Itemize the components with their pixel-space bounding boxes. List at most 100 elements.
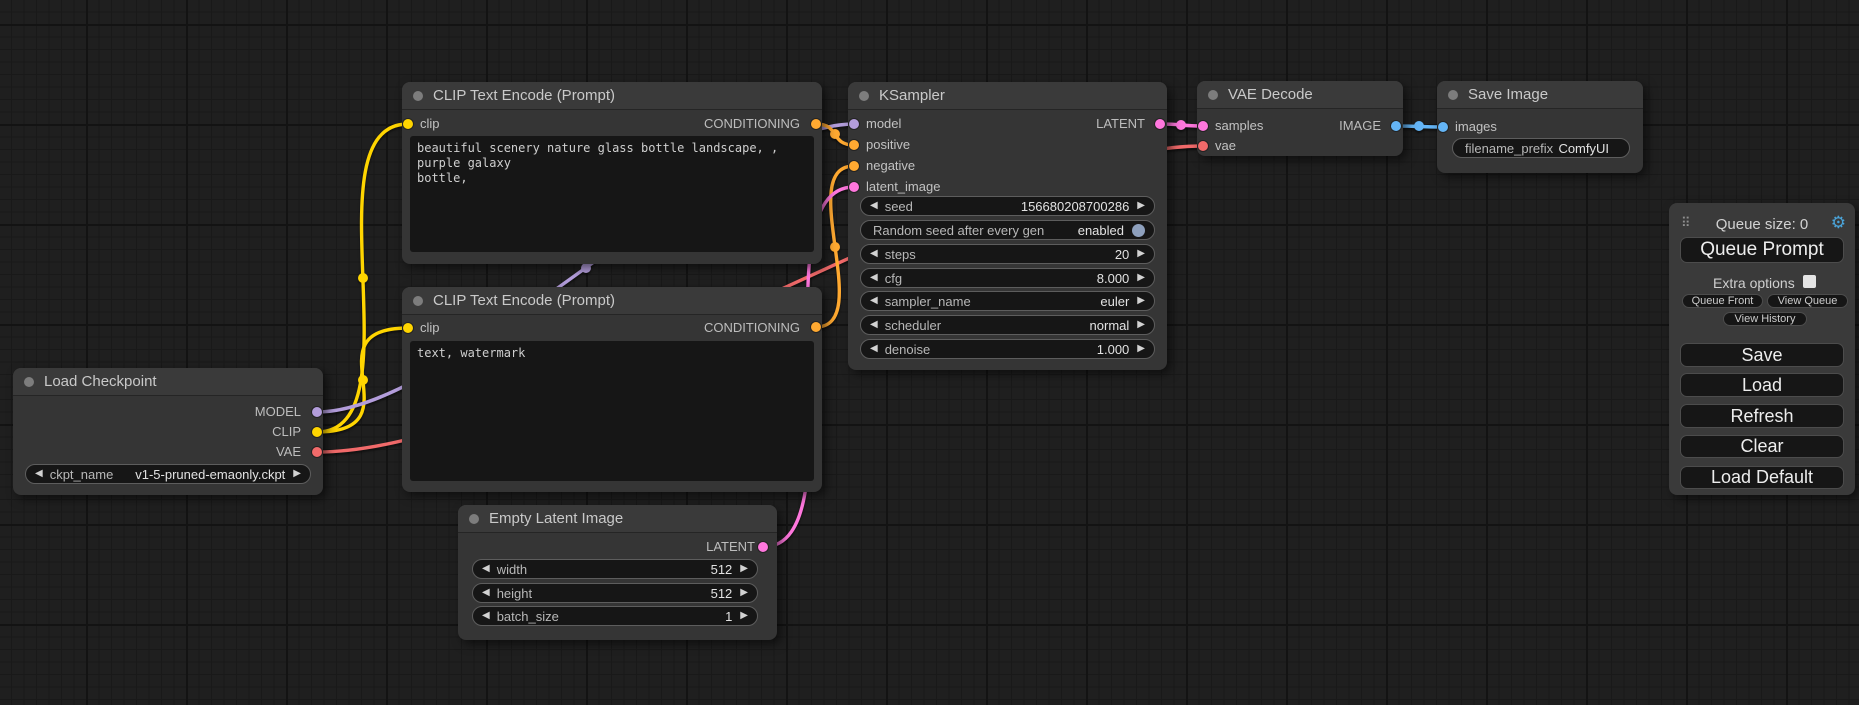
collapse-dot-icon[interactable] (469, 513, 479, 524)
queue-panel[interactable]: ⠿ Queue size: 0 ⚙ Queue Prompt Extra opt… (1669, 203, 1855, 495)
widget-scheduler[interactable]: ◀ scheduler normal ▶ (860, 315, 1155, 335)
prompt-textarea[interactable]: text, watermark (410, 341, 814, 481)
input-port-samples[interactable] (1198, 121, 1208, 131)
view-history-button[interactable]: View History (1723, 312, 1807, 326)
link-dot (1176, 120, 1186, 130)
increment-arrow-icon[interactable]: ▶ (1137, 272, 1145, 283)
widget-value[interactable]: 8.000 (1096, 270, 1130, 286)
increment-arrow-icon[interactable]: ▶ (1137, 343, 1145, 354)
input-port-model[interactable] (849, 119, 859, 129)
widget-denoise[interactable]: ◀ denoise 1.000 ▶ (860, 339, 1155, 359)
input-port-clip[interactable] (403, 323, 413, 333)
drag-handle-icon[interactable]: ⠿ (1681, 215, 1691, 230)
increment-arrow-icon[interactable]: ▶ (1137, 248, 1145, 259)
input-port-images[interactable] (1438, 122, 1448, 132)
output-port-latent[interactable] (758, 542, 768, 552)
widget-value[interactable]: euler (1100, 293, 1130, 309)
output-port-latent[interactable] (1155, 119, 1165, 129)
decrement-arrow-icon[interactable]: ◀ (482, 610, 490, 621)
widget-width[interactable]: ◀ width 512 ▶ (472, 559, 758, 579)
output-port-clip[interactable] (312, 427, 322, 437)
widget-batch-size[interactable]: ◀ batch_size 1 ▶ (472, 606, 758, 626)
extra-options-checkbox[interactable] (1803, 275, 1816, 288)
node-clip-text-encode-negative[interactable]: CLIP Text Encode (Prompt) clip CONDITION… (402, 287, 822, 492)
decrement-arrow-icon[interactable]: ◀ (482, 563, 490, 574)
decrement-arrow-icon[interactable]: ◀ (870, 343, 878, 354)
widget-value[interactable]: normal (1089, 317, 1130, 333)
input-port-negative[interactable] (849, 161, 859, 171)
widget-steps[interactable]: ◀ steps 20 ▶ (860, 244, 1155, 264)
node-save-image[interactable]: Save Image images filename_prefix ComfyU… (1437, 81, 1643, 173)
link-dot (358, 375, 368, 385)
increment-arrow-icon[interactable]: ▶ (740, 587, 748, 598)
output-port-model[interactable] (312, 407, 322, 417)
queue-front-button[interactable]: Queue Front (1682, 294, 1763, 308)
node-title-bar[interactable]: Load Checkpoint (13, 368, 323, 396)
increment-arrow-icon[interactable]: ▶ (1137, 200, 1145, 211)
view-queue-button[interactable]: View Queue (1767, 294, 1848, 308)
node-title-bar[interactable]: Empty Latent Image (458, 505, 777, 533)
widget-value[interactable]: 20 (1114, 246, 1130, 262)
decrement-arrow-icon[interactable]: ◀ (482, 587, 490, 598)
node-title-bar[interactable]: KSampler (848, 82, 1167, 110)
collapse-dot-icon[interactable] (24, 376, 34, 387)
node-title-bar[interactable]: Save Image (1437, 81, 1643, 109)
output-port-vae[interactable] (312, 447, 322, 457)
node-load-checkpoint[interactable]: Load Checkpoint MODEL CLIP VAE ◀ ckpt_na… (13, 368, 323, 495)
widget-height[interactable]: ◀ height 512 ▶ (472, 583, 758, 603)
widget-random-seed-toggle[interactable]: Random seed after every gen enabled (860, 220, 1155, 240)
widget-value[interactable]: 512 (710, 585, 733, 601)
load-default-button[interactable]: Load Default (1680, 466, 1844, 489)
widget-value[interactable]: 1 (725, 608, 733, 624)
widget-value[interactable]: 156680208700286 (1020, 198, 1130, 214)
input-port-latent-image[interactable] (849, 182, 859, 192)
node-vae-decode[interactable]: VAE Decode samples vae IMAGE (1197, 81, 1403, 156)
toggle-on-icon[interactable] (1132, 223, 1145, 237)
node-title-bar[interactable]: CLIP Text Encode (Prompt) (402, 287, 822, 315)
queue-prompt-button[interactable]: Queue Prompt (1680, 237, 1844, 263)
decrement-arrow-icon[interactable]: ◀ (870, 319, 878, 330)
prompt-textarea[interactable]: beautiful scenery nature glass bottle la… (410, 136, 814, 252)
clear-button[interactable]: Clear (1680, 435, 1844, 458)
widget-value[interactable]: v1-5-pruned-emaonly.ckpt (135, 466, 286, 482)
collapse-dot-icon[interactable] (413, 295, 423, 306)
node-clip-text-encode-positive[interactable]: CLIP Text Encode (Prompt) clip CONDITION… (402, 82, 822, 264)
collapse-dot-icon[interactable] (859, 90, 869, 101)
output-port-image[interactable] (1391, 121, 1401, 131)
save-button[interactable]: Save (1680, 343, 1844, 367)
widget-value[interactable]: 512 (710, 561, 733, 577)
collapse-dot-icon[interactable] (1208, 89, 1218, 100)
input-port-positive[interactable] (849, 140, 859, 150)
increment-arrow-icon[interactable]: ▶ (740, 563, 748, 574)
output-port-conditioning[interactable] (811, 119, 821, 129)
input-port-clip[interactable] (403, 119, 413, 129)
widget-value[interactable]: ComfyUI (1558, 140, 1609, 156)
collapse-dot-icon[interactable] (413, 90, 423, 101)
widget-sampler-name[interactable]: ◀ sampler_name euler ▶ (860, 291, 1155, 311)
widget-filename-prefix[interactable]: filename_prefix ComfyUI (1452, 138, 1630, 158)
decrement-arrow-icon[interactable]: ◀ (35, 468, 43, 479)
widget-seed[interactable]: ◀ seed 156680208700286 ▶ (860, 196, 1155, 216)
decrement-arrow-icon[interactable]: ◀ (870, 295, 878, 306)
input-port-vae[interactable] (1198, 141, 1208, 151)
node-title-bar[interactable]: VAE Decode (1197, 81, 1403, 109)
gear-icon[interactable]: ⚙ (1830, 213, 1846, 232)
widget-ckpt-name[interactable]: ◀ ckpt_name v1-5-pruned-emaonly.ckpt ▶ (25, 464, 311, 484)
node-title-bar[interactable]: CLIP Text Encode (Prompt) (402, 82, 822, 110)
node-empty-latent-image[interactable]: Empty Latent Image LATENT ◀ width 512 ▶ … (458, 505, 777, 640)
widget-cfg[interactable]: ◀ cfg 8.000 ▶ (860, 268, 1155, 288)
decrement-arrow-icon[interactable]: ◀ (870, 200, 878, 211)
increment-arrow-icon[interactable]: ▶ (1137, 319, 1145, 330)
refresh-button[interactable]: Refresh (1680, 404, 1844, 428)
node-ksampler[interactable]: KSampler model positive negative latent_… (848, 82, 1167, 370)
output-port-conditioning[interactable] (811, 322, 821, 332)
increment-arrow-icon[interactable]: ▶ (1137, 295, 1145, 306)
load-button[interactable]: Load (1680, 373, 1844, 397)
increment-arrow-icon[interactable]: ▶ (740, 610, 748, 621)
decrement-arrow-icon[interactable]: ◀ (870, 272, 878, 283)
increment-arrow-icon[interactable]: ▶ (293, 468, 301, 479)
collapse-dot-icon[interactable] (1448, 89, 1458, 100)
widget-value[interactable]: 1.000 (1096, 341, 1130, 357)
decrement-arrow-icon[interactable]: ◀ (870, 248, 878, 259)
